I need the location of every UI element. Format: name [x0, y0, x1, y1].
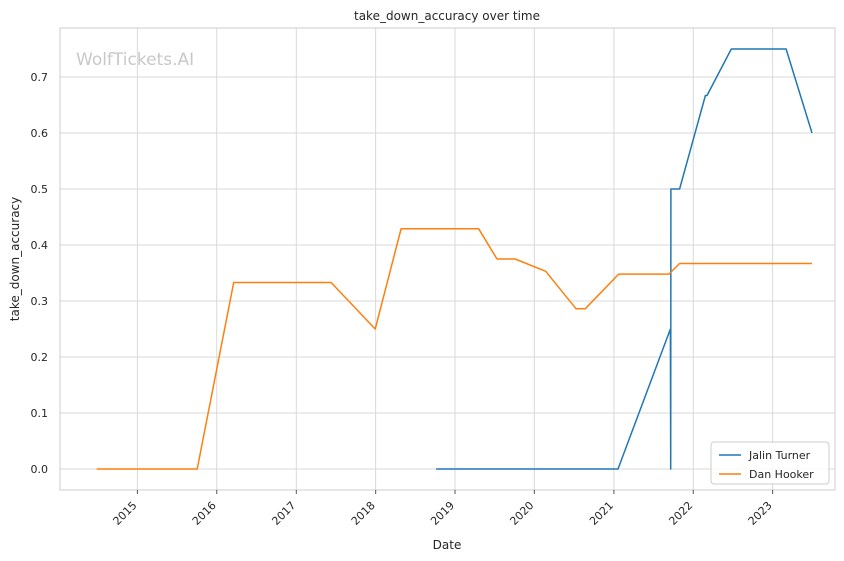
y-tick-label: 0.3	[31, 295, 49, 308]
y-tick-label: 0.5	[31, 183, 49, 196]
watermark: WolfTickets.AI	[76, 50, 194, 70]
y-tick-label: 0.4	[31, 239, 49, 252]
series-layer	[96, 48, 813, 470]
plot-frame	[59, 27, 836, 491]
x-axis-label: Date	[433, 538, 462, 552]
y-axis-label: take_down_accuracy	[8, 197, 22, 321]
y-tick-label: 0.2	[31, 351, 49, 364]
series-line-dan-hooker	[96, 228, 812, 470]
legend: Jalin Turner Dan Hooker	[710, 441, 830, 485]
chart-title: take_down_accuracy over time	[354, 9, 540, 23]
y-tick-label: 0.6	[31, 127, 49, 140]
legend-label: Jalin Turner	[748, 449, 811, 462]
legend-label: Dan Hooker	[749, 468, 814, 481]
y-tick-label: 0.1	[31, 407, 49, 420]
y-tick-label: 0.0	[31, 463, 49, 476]
y-tick-label: 0.7	[31, 71, 49, 84]
series-line-jalin-turner	[436, 48, 813, 470]
